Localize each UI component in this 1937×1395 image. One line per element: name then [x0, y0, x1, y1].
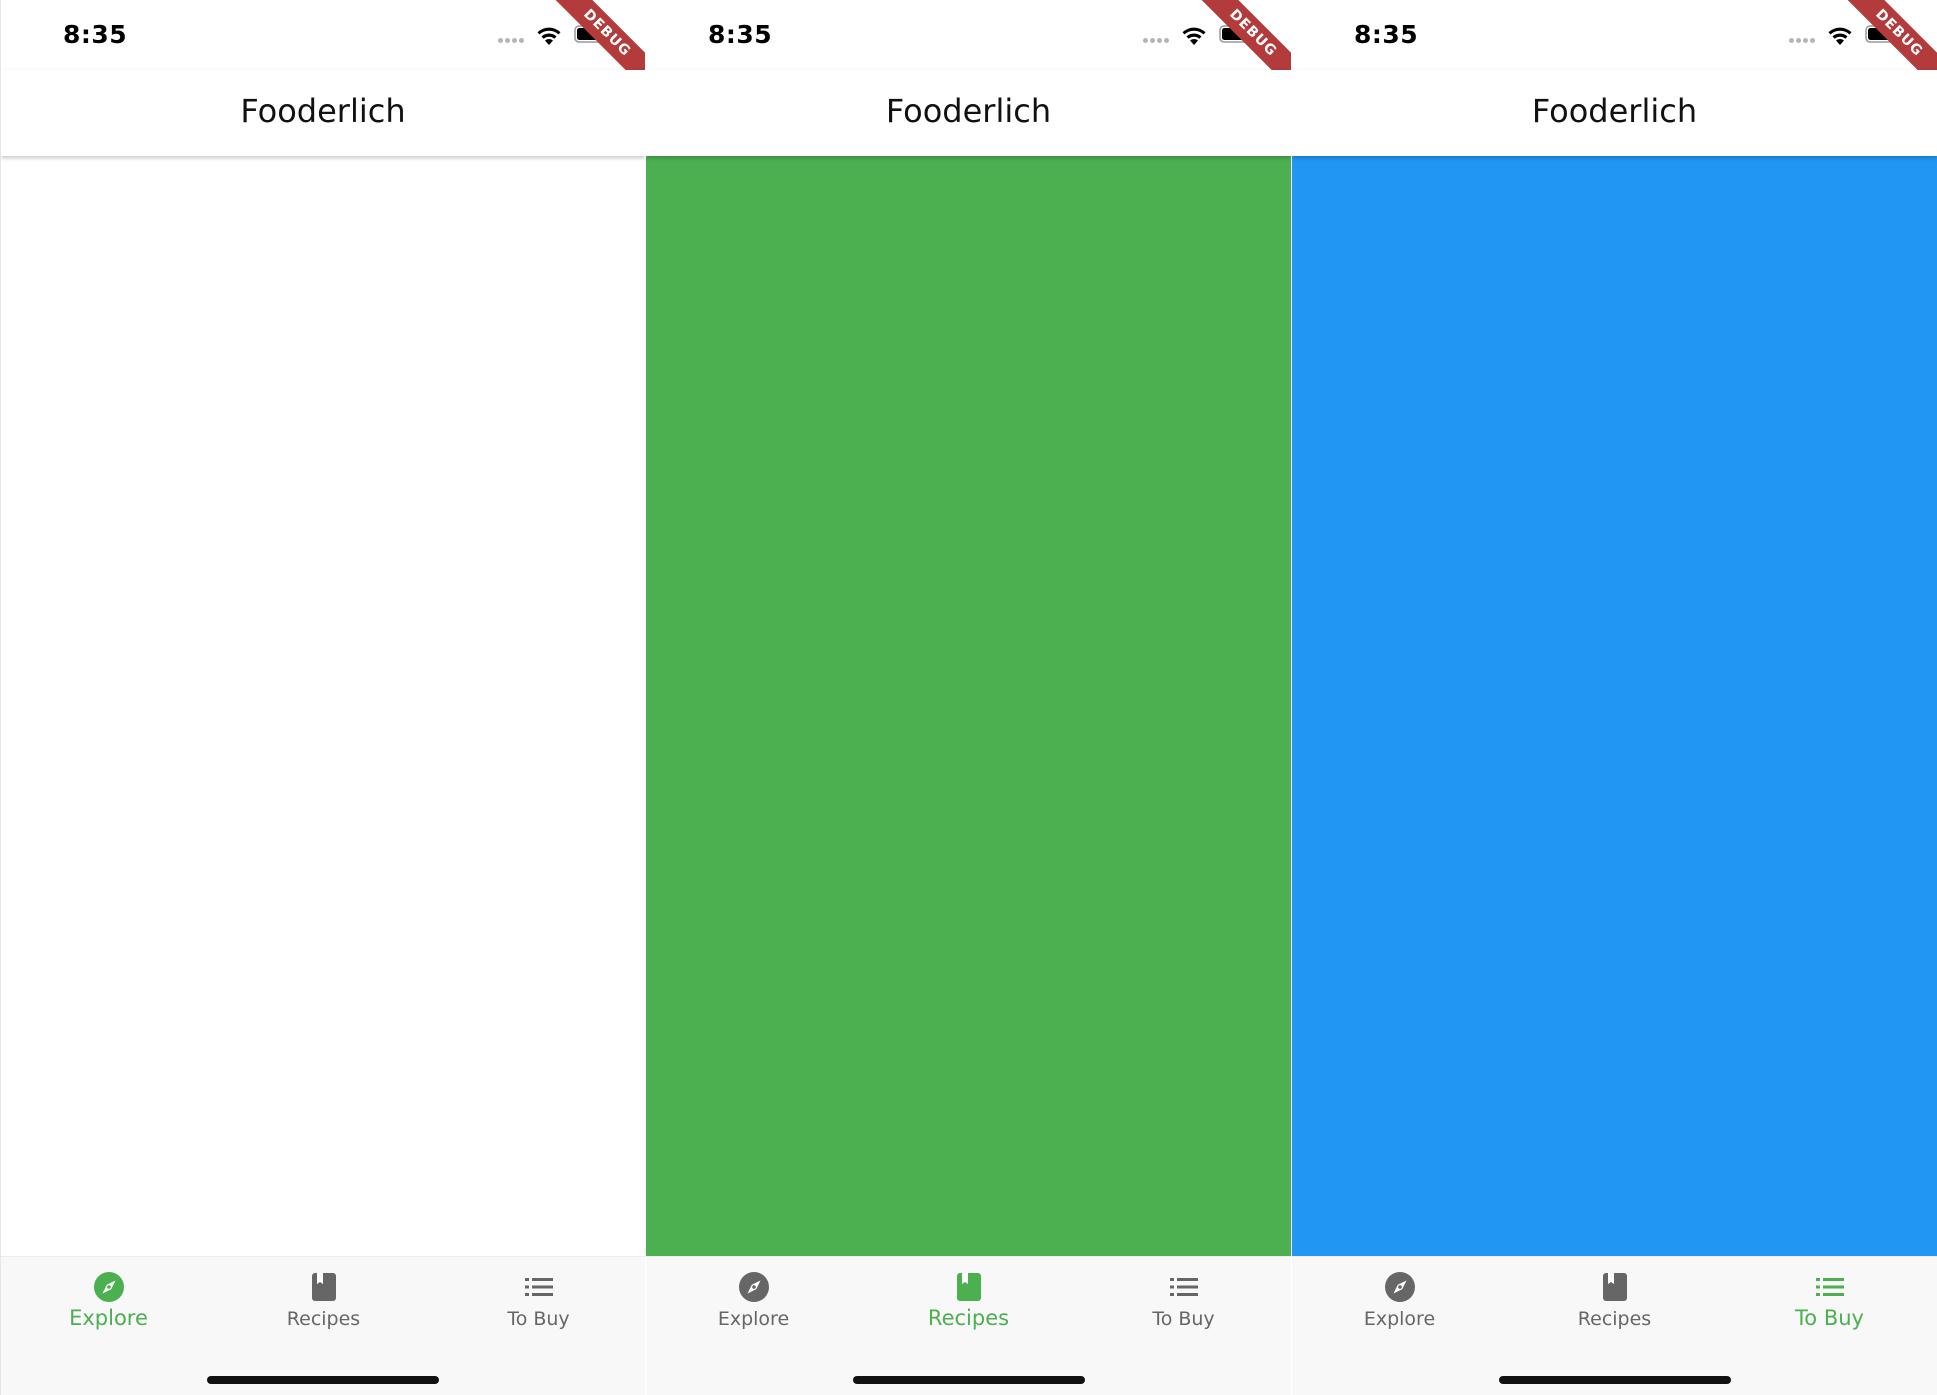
book-icon — [956, 1273, 981, 1301]
status-bar: 8:35 — [646, 0, 1291, 70]
app-bar: Fooderlich — [646, 70, 1291, 156]
app-bar: Fooderlich — [1292, 70, 1937, 156]
app-title: Fooderlich — [240, 92, 406, 130]
status-time: 8:35 — [1354, 20, 1419, 49]
app-title: Fooderlich — [1531, 92, 1698, 130]
tab-to-buy[interactable]: To Buy — [1076, 1257, 1291, 1367]
explore-icon — [93, 1272, 124, 1302]
phone-screen-to-buy: 8:35 DEBUG Fooderlich Explore Recipes To… — [1292, 0, 1937, 1395]
list-icon — [524, 1278, 553, 1296]
tab-recipes-label: Recipes — [927, 1306, 1010, 1330]
tab-recipes[interactable]: Recipes — [216, 1257, 431, 1367]
tab-to-buy-label: To Buy — [507, 1308, 570, 1330]
wifi-icon — [537, 27, 561, 45]
home-indicator[interactable] — [852, 1376, 1085, 1384]
explore-icon — [738, 1272, 769, 1302]
tab-recipes-label: Recipes — [1577, 1308, 1652, 1330]
app-bar: Fooderlich — [1, 70, 645, 156]
status-time: 8:35 — [63, 20, 128, 49]
home-indicator[interactable] — [207, 1376, 439, 1384]
tab-to-buy[interactable]: To Buy — [1722, 1257, 1937, 1367]
tab-recipes-label: Recipes — [286, 1308, 361, 1330]
wifi-icon — [1182, 27, 1206, 45]
cellular-signal-icon — [498, 38, 526, 44]
tab-explore-label: Explore — [1363, 1308, 1436, 1330]
tab-to-buy-label: To Buy — [1152, 1308, 1215, 1330]
cellular-signal-icon — [1143, 38, 1171, 44]
body-content — [1, 156, 645, 1256]
tab-explore-label: Explore — [717, 1308, 790, 1330]
body-content — [1292, 156, 1937, 1256]
book-icon — [311, 1273, 336, 1301]
status-bar: 8:35 — [1292, 0, 1937, 70]
tab-recipes[interactable]: Recipes — [861, 1257, 1076, 1367]
list-icon — [1169, 1278, 1198, 1296]
tab-to-buy-label: To Buy — [1795, 1306, 1864, 1330]
cellular-signal-icon — [1789, 38, 1817, 44]
tab-explore-label: Explore — [69, 1306, 148, 1330]
tab-explore[interactable]: Explore — [1292, 1257, 1507, 1367]
tab-explore[interactable]: Explore — [1, 1257, 216, 1367]
phone-screen-recipes: 8:35 DEBUG Fooderlich Explore Recipes To… — [646, 0, 1291, 1395]
explore-icon — [1384, 1272, 1415, 1302]
home-indicator[interactable] — [1498, 1376, 1731, 1384]
body-content — [646, 156, 1291, 1256]
bottom-navigation-bar: Explore Recipes To Buy — [1, 1256, 645, 1395]
app-title: Fooderlich — [885, 92, 1052, 130]
book-icon — [1602, 1273, 1627, 1301]
bottom-navigation-bar: Explore Recipes To Buy — [646, 1256, 1291, 1395]
status-time: 8:35 — [708, 20, 773, 49]
tab-to-buy[interactable]: To Buy — [431, 1257, 645, 1367]
bottom-navigation-bar: Explore Recipes To Buy — [1292, 1256, 1937, 1395]
tab-recipes[interactable]: Recipes — [1507, 1257, 1722, 1367]
tab-explore[interactable]: Explore — [646, 1257, 861, 1367]
list-icon — [1815, 1278, 1844, 1296]
phone-screen-explore: 8:35 DEBUG Fooderlich Explore Recipes To… — [0, 0, 645, 1395]
status-bar: 8:35 — [1, 0, 645, 70]
wifi-icon — [1828, 27, 1852, 45]
